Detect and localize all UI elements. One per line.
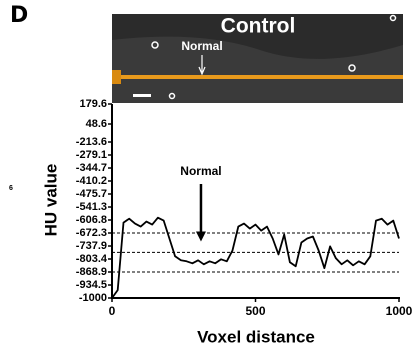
- y-tick-label: -541.3: [76, 201, 107, 213]
- x-axis-label: Voxel distance: [197, 327, 315, 346]
- annotation-arrow-head: [196, 231, 206, 241]
- y-tick-label: -672.3: [76, 227, 107, 239]
- margin-text: 6: [9, 185, 13, 192]
- y-tick-label: -279.1: [76, 149, 107, 161]
- y-tick-label: -868.9: [76, 266, 107, 278]
- annotation-label: Normal: [180, 164, 221, 178]
- scan-marker: [112, 70, 121, 84]
- ct-image: Control Normal: [112, 14, 403, 103]
- scale-bar: [133, 94, 151, 97]
- y-tick-label: 179.6: [79, 98, 107, 110]
- y-tick-label: -606.8: [76, 214, 107, 226]
- y-tick-label: -934.5: [76, 279, 107, 291]
- x-tick-label: 500: [245, 304, 265, 318]
- y-tick-label: -213.6: [76, 136, 107, 148]
- x-tick-label: 0: [109, 304, 116, 318]
- y-tick-label: -737.9: [76, 240, 107, 252]
- image-title: Control: [221, 15, 296, 38]
- y-tick-label: 48.6: [86, 118, 107, 130]
- y-tick-label: -344.7: [76, 162, 107, 174]
- y-tick-label: -1000: [79, 292, 107, 304]
- y-tick-label: -475.7: [76, 188, 107, 200]
- x-tick-label: 1000: [386, 304, 413, 318]
- image-annotation: Normal: [181, 39, 222, 53]
- panel-label: D: [10, 3, 28, 28]
- scan-line: [112, 75, 403, 79]
- y-tick-label: -410.2: [76, 175, 107, 187]
- y-axis-label: HU value: [41, 164, 60, 237]
- data-line: [112, 218, 399, 298]
- y-tick-label: -803.4: [76, 253, 108, 265]
- figure: D 6 Control Normal HU value Voxel distan…: [0, 0, 417, 352]
